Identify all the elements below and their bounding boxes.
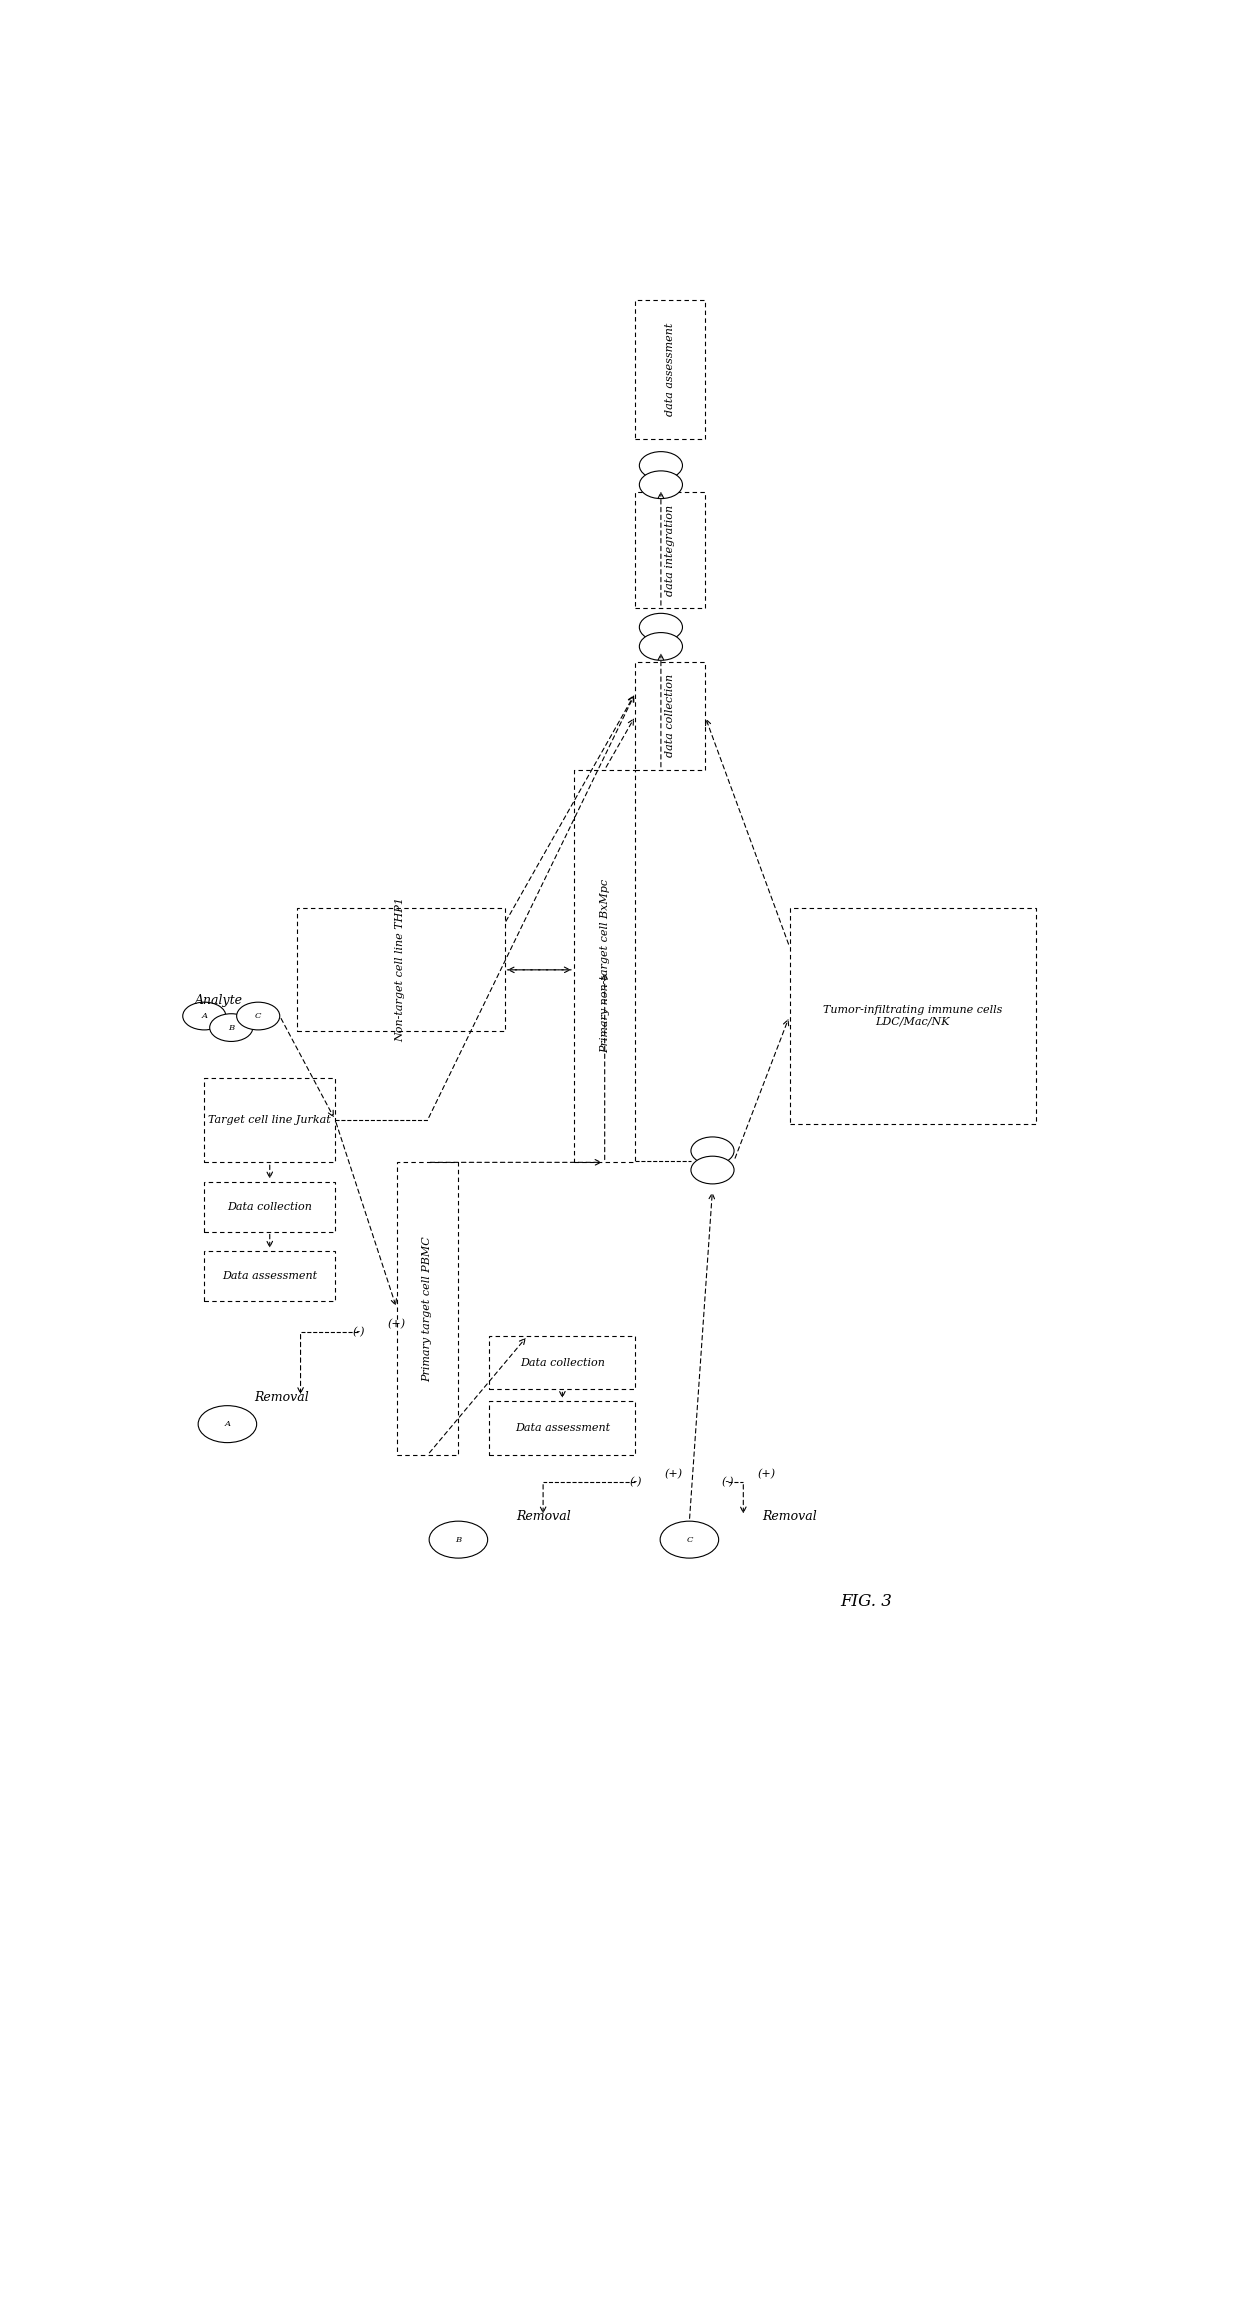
Ellipse shape [640,452,682,480]
Text: Data assessment: Data assessment [222,1271,317,1280]
Text: B: B [455,1536,461,1543]
Text: (+): (+) [665,1470,683,1479]
Text: (+): (+) [758,1470,775,1479]
Text: data collection: data collection [665,674,675,757]
Ellipse shape [640,614,682,641]
Text: Primary target cell PBMC: Primary target cell PBMC [423,1237,433,1382]
Text: data integration: data integration [665,505,675,595]
FancyBboxPatch shape [490,1336,635,1389]
FancyBboxPatch shape [296,909,505,1031]
Ellipse shape [660,1520,719,1557]
Text: Target cell line Jurkat: Target cell line Jurkat [208,1114,331,1126]
Text: (-): (-) [352,1327,365,1336]
Text: Removal: Removal [254,1391,309,1403]
Ellipse shape [640,471,682,498]
FancyBboxPatch shape [574,771,635,1163]
Text: Tumor-infiltrating immune cells
LDC/Mac/NK: Tumor-infiltrating immune cells LDC/Mac/… [823,1006,1002,1027]
FancyBboxPatch shape [205,1250,335,1301]
Ellipse shape [237,1001,280,1029]
Text: C: C [686,1536,693,1543]
Text: Data collection: Data collection [520,1357,605,1368]
Text: Removal: Removal [763,1511,817,1523]
FancyBboxPatch shape [397,1163,459,1456]
Ellipse shape [198,1405,257,1442]
Text: Data assessment: Data assessment [515,1423,610,1433]
FancyBboxPatch shape [205,1181,335,1232]
Ellipse shape [182,1001,226,1029]
Text: C: C [255,1013,262,1020]
FancyBboxPatch shape [490,1400,635,1456]
FancyBboxPatch shape [635,662,704,771]
Text: Data collection: Data collection [227,1202,312,1211]
FancyBboxPatch shape [790,909,1035,1124]
Ellipse shape [691,1156,734,1183]
Ellipse shape [691,1137,734,1165]
Text: Primary non-target cell BxMpc: Primary non-target cell BxMpc [600,879,610,1052]
Text: (+): (+) [388,1320,405,1329]
Text: A: A [224,1421,231,1428]
Text: B: B [228,1024,234,1031]
Text: FIG. 3: FIG. 3 [841,1592,893,1610]
Text: Removal: Removal [516,1511,570,1523]
Text: data assessment: data assessment [665,323,675,415]
Ellipse shape [210,1013,253,1040]
Text: (-): (-) [629,1476,642,1488]
Text: Analyte: Analyte [195,994,243,1008]
Text: A: A [201,1013,207,1020]
Ellipse shape [429,1520,487,1557]
FancyBboxPatch shape [635,491,704,609]
FancyBboxPatch shape [205,1077,335,1163]
FancyBboxPatch shape [635,300,704,438]
Text: (-): (-) [722,1476,734,1488]
Text: Non-target cell line THP1: Non-target cell line THP1 [396,897,405,1043]
Ellipse shape [640,632,682,660]
